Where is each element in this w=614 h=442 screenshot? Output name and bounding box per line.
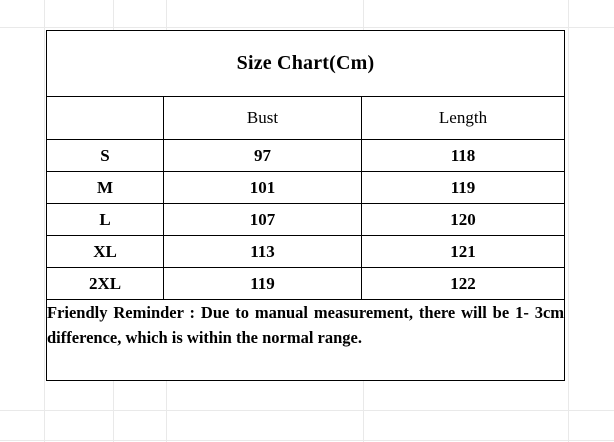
cell-length: 119 [360, 171, 566, 204]
background-gridline-vertical [44, 0, 45, 442]
cell-bust: 107 [163, 203, 362, 236]
background-gridline-horizontal [0, 410, 614, 411]
friendly-reminder-note: Friendly Reminder : Due to manual measur… [45, 299, 566, 381]
cell-size: L [46, 203, 164, 236]
table-row: S 97 118 [46, 139, 566, 172]
table-row: XL 113 121 [46, 235, 566, 268]
table-row-note: Friendly Reminder : Due to manual measur… [45, 299, 566, 381]
table-row-header: Bust Length [46, 96, 566, 140]
cell-bust: 97 [163, 139, 362, 172]
cell-bust: 101 [163, 171, 362, 204]
cell-length: 120 [360, 203, 566, 236]
chart-title: Size Chart(Cm) [45, 30, 566, 97]
background-gridline-vertical [568, 0, 569, 442]
cell-length: 122 [360, 267, 566, 300]
size-chart-table: Size Chart(Cm) Bust Length S 97 118 M 10… [45, 30, 566, 381]
cell-size: M [46, 171, 164, 204]
table-row: L 107 120 [46, 203, 566, 236]
background-gridline-horizontal [0, 440, 614, 441]
table-row: 2XL 119 122 [46, 267, 566, 300]
column-header-size [46, 96, 164, 140]
cell-length: 118 [360, 139, 566, 172]
cell-size: S [46, 139, 164, 172]
size-chart-container: Size Chart(Cm) Bust Length S 97 118 M 10… [45, 30, 566, 381]
column-header-length: Length [360, 96, 566, 140]
cell-size: 2XL [46, 267, 164, 300]
table-row-title: Size Chart(Cm) [45, 30, 566, 97]
cell-bust: 113 [163, 235, 362, 268]
cell-size: XL [46, 235, 164, 268]
cell-length: 121 [360, 235, 566, 268]
table-row: M 101 119 [46, 171, 566, 204]
cell-bust: 119 [163, 267, 362, 300]
background-gridline-horizontal [0, 27, 614, 28]
column-header-bust: Bust [163, 96, 362, 140]
